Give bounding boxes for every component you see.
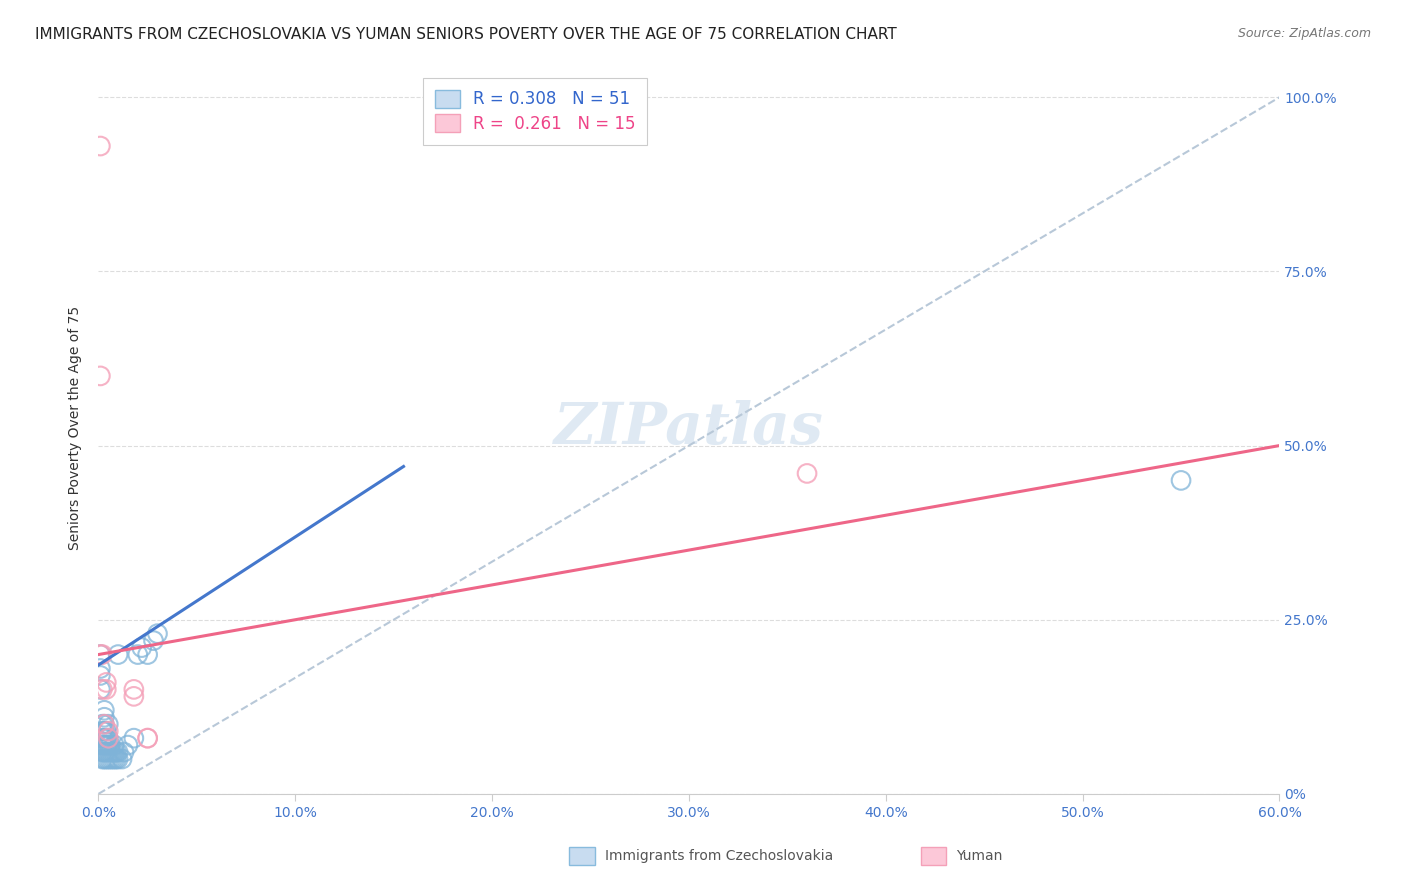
- Point: [93, 717, 115, 731]
- Point: [112, 745, 135, 759]
- Point: [98, 738, 121, 752]
- Point: [105, 745, 128, 759]
- Point: [101, 752, 124, 766]
- Point: [91, 648, 114, 662]
- Point: [111, 752, 134, 766]
- Point: [796, 467, 818, 481]
- Point: [1170, 474, 1192, 488]
- Point: [136, 648, 159, 662]
- Point: [89, 661, 111, 675]
- Point: [107, 648, 129, 662]
- Point: [93, 717, 115, 731]
- Point: [98, 745, 121, 759]
- Point: [93, 703, 115, 717]
- Point: [97, 717, 120, 731]
- Point: [97, 745, 120, 759]
- Point: [98, 752, 121, 766]
- Point: [91, 724, 114, 739]
- Text: Source: ZipAtlas.com: Source: ZipAtlas.com: [1237, 27, 1371, 40]
- Point: [91, 745, 114, 759]
- Point: [93, 724, 115, 739]
- Point: [91, 731, 114, 746]
- Point: [96, 731, 118, 746]
- Point: [89, 648, 111, 662]
- Point: [89, 648, 111, 662]
- Point: [107, 752, 129, 766]
- Point: [122, 690, 145, 704]
- Text: IMMIGRANTS FROM CZECHOSLOVAKIA VS YUMAN SENIORS POVERTY OVER THE AGE OF 75 CORRE: IMMIGRANTS FROM CZECHOSLOVAKIA VS YUMAN …: [35, 27, 897, 42]
- Point: [96, 724, 118, 739]
- Point: [122, 731, 145, 746]
- Point: [96, 738, 118, 752]
- Point: [93, 738, 115, 752]
- Point: [96, 752, 118, 766]
- Point: [142, 633, 165, 648]
- Point: [93, 710, 115, 724]
- Point: [91, 752, 114, 766]
- Point: [96, 682, 118, 697]
- Point: [96, 745, 118, 759]
- Point: [91, 682, 114, 697]
- Point: [136, 731, 159, 746]
- Text: Yuman: Yuman: [956, 849, 1002, 863]
- Point: [93, 731, 115, 746]
- Point: [107, 745, 129, 759]
- Point: [122, 682, 145, 697]
- Point: [131, 640, 153, 655]
- Point: [89, 139, 111, 153]
- Point: [103, 745, 125, 759]
- Point: [105, 752, 128, 766]
- Point: [93, 752, 115, 766]
- Point: [97, 731, 120, 746]
- Point: [97, 752, 120, 766]
- Point: [96, 675, 118, 690]
- Point: [97, 724, 120, 739]
- Point: [127, 648, 149, 662]
- Point: [101, 745, 124, 759]
- Point: [117, 738, 139, 752]
- Y-axis label: Seniors Poverty Over the Age of 75: Seniors Poverty Over the Age of 75: [69, 306, 83, 550]
- Point: [89, 682, 111, 697]
- Point: [93, 745, 115, 759]
- Text: ZIPatlas: ZIPatlas: [554, 400, 824, 457]
- Point: [89, 668, 111, 682]
- Legend: R = 0.308   N = 51, R =  0.261   N = 15: R = 0.308 N = 51, R = 0.261 N = 15: [423, 78, 648, 145]
- Point: [91, 717, 114, 731]
- Point: [103, 752, 125, 766]
- Point: [97, 738, 120, 752]
- Text: Immigrants from Czechoslovakia: Immigrants from Czechoslovakia: [605, 849, 832, 863]
- Point: [97, 731, 120, 746]
- Point: [146, 626, 169, 640]
- Point: [91, 738, 114, 752]
- Point: [103, 738, 125, 752]
- Point: [89, 368, 111, 383]
- Point: [136, 731, 159, 746]
